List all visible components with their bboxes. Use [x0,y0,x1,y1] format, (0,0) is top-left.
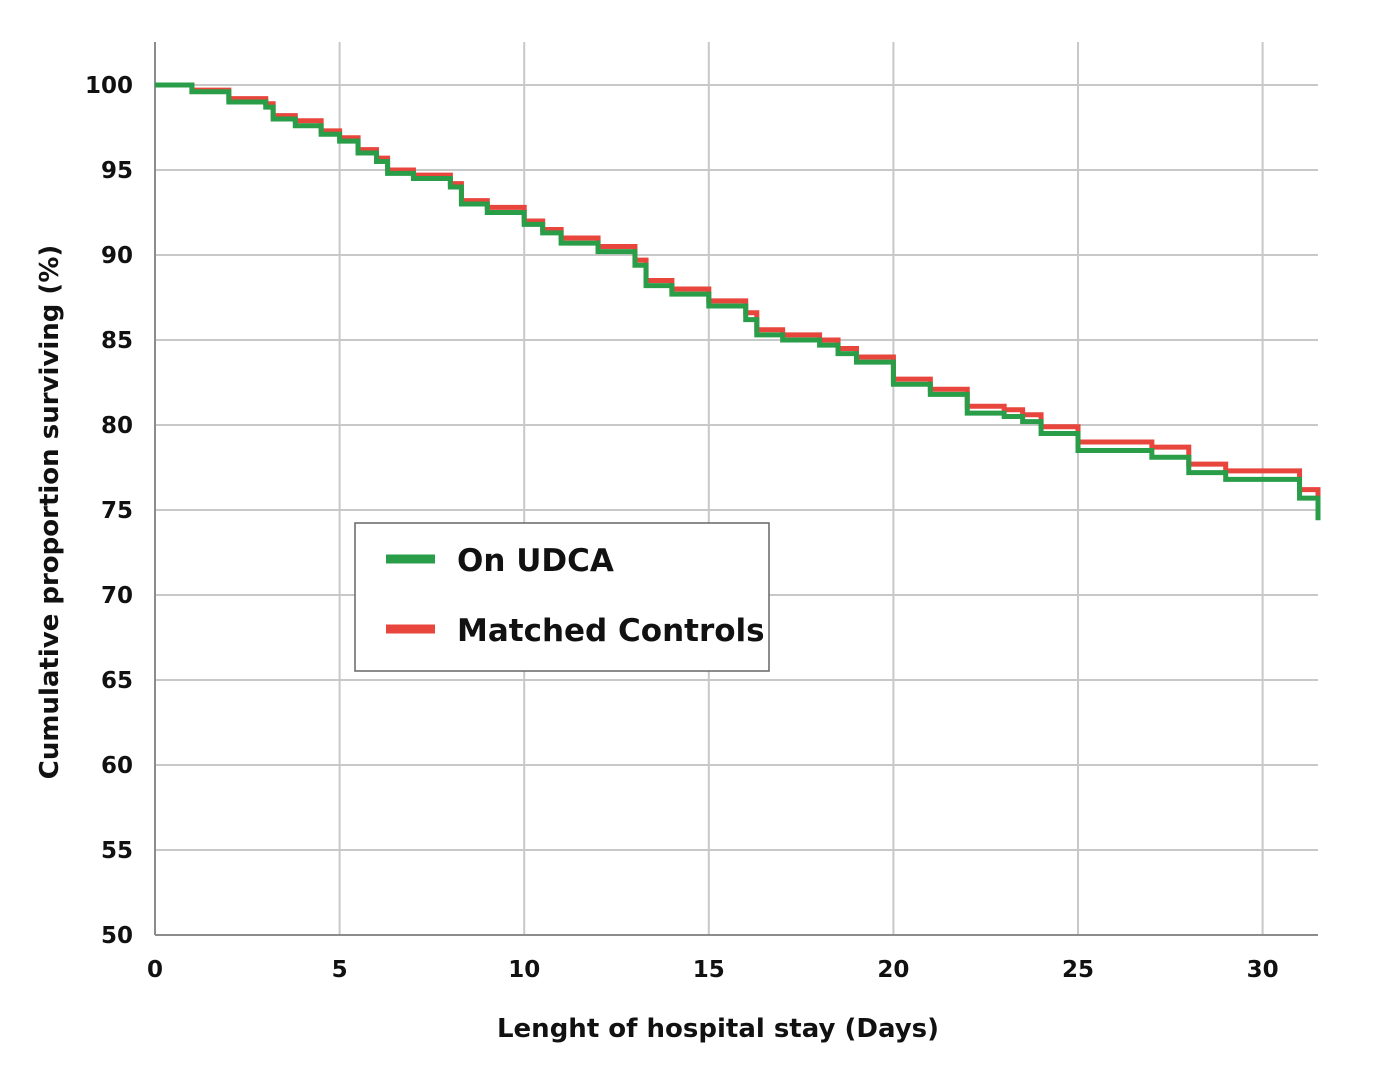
x-tick-label-0: 0 [147,957,163,983]
y-tick-label-70: 70 [101,583,133,609]
y-tick-label-85: 85 [101,328,133,354]
series-line-on-udca [155,82,1321,521]
series-line-matched-controls [155,82,1321,509]
legend-label-on-udca: On UDCA [457,543,614,579]
y-tick-label-100: 100 [85,73,133,99]
y-tick-label-75: 75 [101,498,133,524]
x-tick-label-20: 20 [877,957,909,983]
axes [154,42,1318,936]
x-tick-label-25: 25 [1062,957,1094,983]
legend-label-matched-controls: Matched Controls [457,613,765,649]
grid [155,42,1318,935]
series-lines [155,82,1321,521]
x-tick-label-15: 15 [693,957,725,983]
y-tick-labels: 100 95 90 85 80 75 70 65 60 55 50 [85,73,133,949]
y-tick-label-65: 65 [101,668,133,694]
y-tick-label-95: 95 [101,158,133,184]
x-tick-label-30: 30 [1247,957,1279,983]
y-tick-label-50: 50 [101,923,133,949]
y-tick-label-60: 60 [101,753,133,779]
x-tick-labels: 0 5 10 15 20 25 30 [147,957,1279,983]
y-tick-label-90: 90 [101,243,133,269]
x-tick-label-10: 10 [508,957,540,983]
y-tick-label-55: 55 [101,838,133,864]
legend: On UDCA Matched Controls [354,522,770,672]
x-axis-title: Lenght of hospital stay (Days) [497,1014,939,1044]
legend-box [354,522,770,672]
y-tick-label-80: 80 [101,413,133,439]
x-tick-label-5: 5 [332,957,348,983]
y-axis-title: Cumulative proportion surviving (%) [35,245,65,780]
